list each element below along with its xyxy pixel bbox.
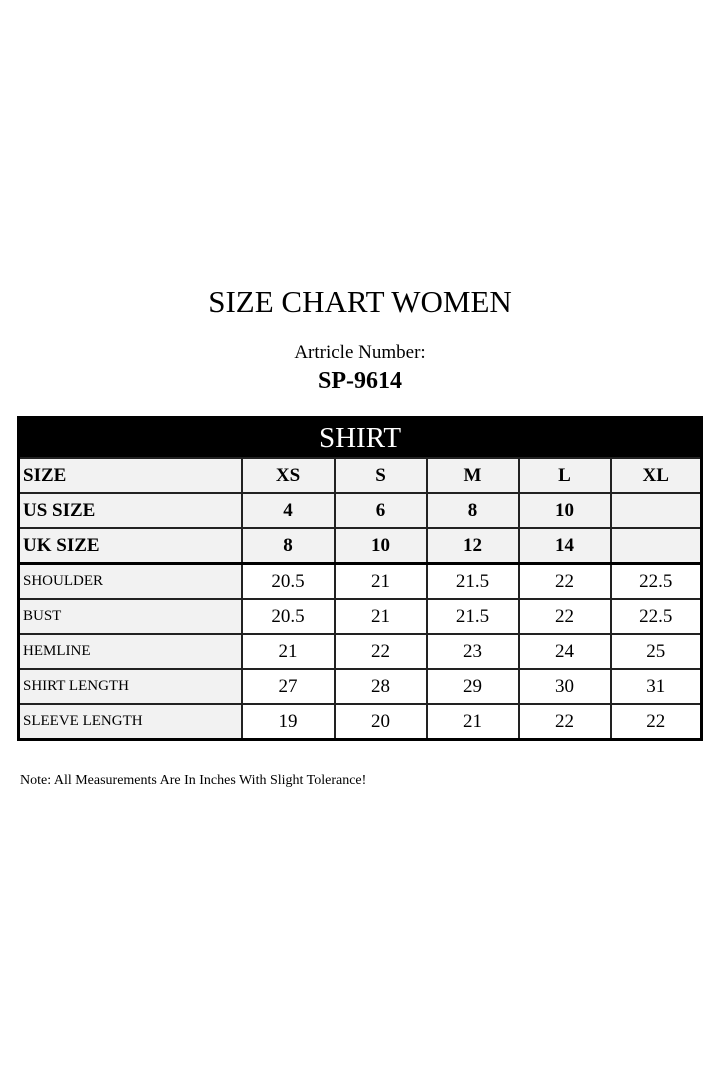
- measurement-note: Note: All Measurements Are In Inches Wit…: [20, 773, 367, 788]
- table-cell: 27: [240, 668, 336, 705]
- row-label: US SIZE: [17, 492, 243, 529]
- table-cell: 21.5: [425, 562, 520, 600]
- table-cell: 19: [240, 703, 336, 741]
- table-row: SIZE XS S M L XL: [17, 457, 703, 494]
- table-cell: 20.5: [240, 562, 336, 600]
- table-cell: 8: [425, 492, 520, 529]
- row-label: SHOULDER: [17, 562, 243, 600]
- table-cell: 22: [517, 562, 612, 600]
- table-row: HEMLINE 21 22 23 24 25: [17, 633, 703, 670]
- table-cell: [609, 492, 703, 529]
- table-cell: 29: [425, 668, 520, 705]
- table-cell: 22: [517, 703, 612, 741]
- table-cell: 8: [240, 527, 336, 565]
- page-title: SIZE CHART WOMEN: [208, 284, 512, 319]
- section-header-row: SHIRT: [18, 417, 702, 458]
- table-cell: 30: [517, 668, 612, 705]
- table-cell: 12: [425, 527, 520, 565]
- article-number-label: Artricle Number:: [294, 342, 426, 363]
- table-cell: 21: [333, 562, 428, 600]
- table-cell: 28: [333, 668, 428, 705]
- table-cell: M: [425, 457, 520, 494]
- table-cell: XL: [609, 457, 703, 494]
- table-cell: 14: [517, 527, 612, 565]
- table-cell: 20.5: [240, 598, 336, 635]
- table-cell: L: [517, 457, 612, 494]
- table-row: SLEEVE LENGTH 19 20 21 22 22: [17, 703, 703, 741]
- table-row: BUST 20.5 21 21.5 22 22.5: [17, 598, 703, 635]
- table-row: US SIZE 4 6 8 10: [17, 492, 703, 529]
- table-cell: 6: [333, 492, 428, 529]
- table-cell: 25: [609, 633, 703, 670]
- table-cell: 4: [240, 492, 336, 529]
- table-cell: 31: [609, 668, 703, 705]
- row-label: UK SIZE: [17, 527, 243, 565]
- table-cell: 24: [517, 633, 612, 670]
- table-row: UK SIZE 8 10 12 14: [17, 527, 703, 565]
- size-chart-table: SHIRT SIZE XS S M L XL US SIZE 4 6 8 10 UK SIZE 8 10 1…: [17, 416, 704, 741]
- table-cell: 21.5: [425, 598, 520, 635]
- article-number: SP-9614: [318, 368, 402, 394]
- table-cell: 22: [517, 598, 612, 635]
- table-cell: 23: [425, 633, 520, 670]
- row-label: BUST: [17, 598, 243, 635]
- table-cell: [609, 527, 703, 565]
- table-cell: 22.5: [609, 562, 703, 600]
- table-cell: 10: [333, 527, 428, 565]
- row-label: SLEEVE LENGTH: [17, 703, 243, 741]
- table-cell: 22: [609, 703, 703, 741]
- row-label: SHIRT LENGTH: [17, 668, 243, 705]
- table-cell: XS: [240, 457, 336, 494]
- table-cell: S: [333, 457, 428, 494]
- row-label: HEMLINE: [17, 633, 243, 670]
- table-cell: 22.5: [609, 598, 703, 635]
- table-cell: 10: [517, 492, 612, 529]
- table-cell: 21: [333, 598, 428, 635]
- table-cell: 21: [425, 703, 520, 741]
- section-title: SHIRT: [18, 417, 702, 458]
- table-cell: 21: [240, 633, 336, 670]
- table-row: SHIRT LENGTH 27 28 29 30 31: [17, 668, 703, 705]
- row-label: SIZE: [17, 457, 243, 494]
- table-cell: 20: [333, 703, 428, 741]
- table-cell: 22: [333, 633, 428, 670]
- table-row: SHOULDER 20.5 21 21.5 22 22.5: [17, 562, 703, 600]
